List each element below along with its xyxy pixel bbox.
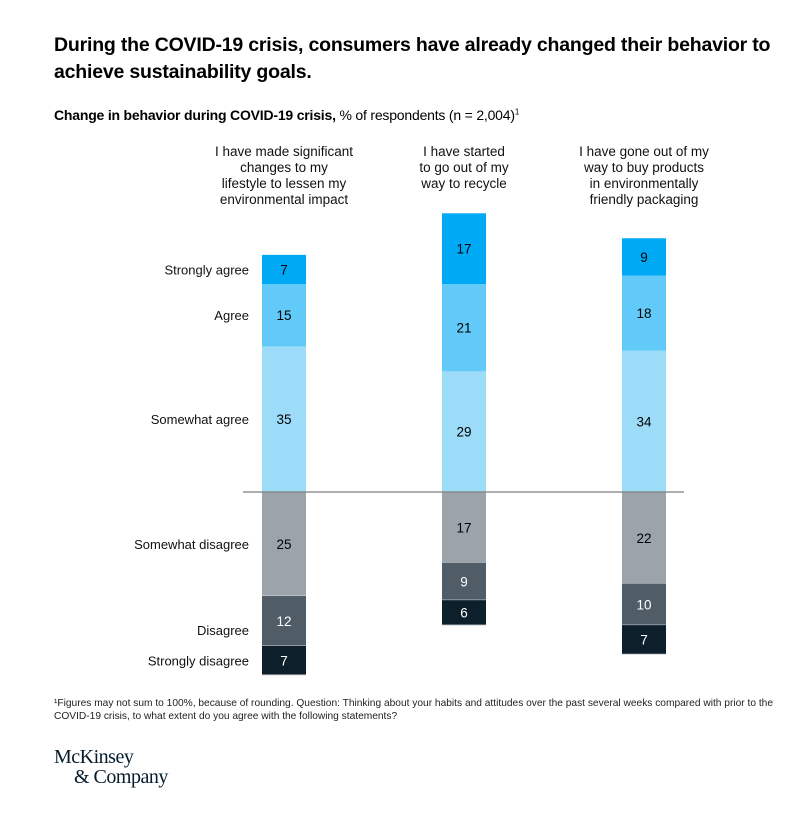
logo-line-1: McKinsey	[54, 746, 134, 768]
column-label-line: changes to my	[240, 160, 328, 175]
chart-title: During the COVID-19 crisis, consumers ha…	[54, 34, 771, 83]
bar-segment-somewhat-agree	[442, 371, 486, 492]
data-label: 18	[636, 306, 651, 321]
bar-segment-disagree	[442, 562, 486, 601]
data-label: 29	[456, 425, 471, 440]
column-label-line: I have made significant	[214, 144, 354, 159]
column-label-line: way to buy products	[583, 160, 705, 175]
bar-segment-strongly-disagree	[622, 625, 666, 655]
data-label: 34	[636, 414, 652, 429]
column-label-line: in environmentally	[589, 176, 699, 191]
bar-segment-strongly-disagree	[262, 645, 306, 676]
column-label-3: I have gone out of my way to buy products…	[554, 144, 734, 208]
data-label: 15	[276, 308, 291, 323]
bar-segment-strongly-agree	[442, 213, 486, 284]
data-label: 10	[636, 597, 651, 612]
legend-label-somewhat-agree: Somewhat agree	[151, 412, 249, 427]
bar-column-1: 35 15 7 25 12 7	[262, 254, 306, 676]
bar-segment-somewhat-agree	[262, 346, 306, 492]
column-label-line: friendly packaging	[589, 192, 699, 207]
bar-segment-somewhat-disagree	[262, 492, 306, 596]
data-label: 7	[280, 262, 288, 277]
column-label-line: to go out of my	[419, 160, 509, 175]
bar-segment-agree	[262, 284, 306, 347]
bar-segment-agree	[622, 275, 666, 351]
data-label: 35	[276, 412, 291, 427]
data-label: 17	[456, 242, 471, 257]
bar-segment-agree	[442, 284, 486, 372]
bar-column-2: 29 21 17 17 9 6	[442, 213, 486, 626]
data-label: 7	[640, 633, 648, 648]
legend-label-agree: Agree	[214, 308, 249, 323]
column-label-line: way to recycle	[421, 176, 507, 191]
data-label: 7	[280, 653, 288, 668]
bar-segment-disagree	[262, 596, 306, 646]
bar-segment-somewhat-agree	[622, 350, 666, 492]
column-label-line: I have started	[423, 144, 505, 159]
column-label-2: I have started to go out of my way to recy…	[374, 144, 554, 192]
data-label: 22	[636, 531, 651, 546]
data-label: 25	[276, 537, 291, 552]
legend-label-strongly-agree: Strongly agree	[164, 262, 249, 277]
data-label: 6	[460, 606, 468, 621]
subtitle-bold: Change in behavior during COVID-19 crisi…	[54, 107, 336, 123]
footnote: ¹Figures may not sum to 100%, because of…	[54, 698, 773, 722]
footnote-mark: 1	[514, 107, 520, 117]
legend-label-disagree: Disagree	[197, 623, 249, 638]
mckinsey-logo: McKinsey & Company	[54, 747, 168, 787]
bar-segment-somewhat-disagree	[442, 492, 486, 563]
column-label-1: I have made significant changes to my life…	[194, 144, 374, 208]
bar-segment-somewhat-disagree	[622, 492, 666, 584]
bar-segment-strongly-agree	[622, 238, 666, 276]
data-label: 9	[460, 574, 468, 589]
bar-segment-strongly-disagree	[442, 600, 486, 626]
column-label-line: environmental impact	[219, 192, 349, 207]
subtitle-rest: % of respondents (n = 2,004)	[335, 107, 515, 123]
column-label-line: lifestyle to lessen my	[221, 176, 347, 191]
bar-column-3: 34 18 9 22 10 7	[622, 238, 666, 655]
legend-label-strongly-disagree: Strongly disagree	[148, 653, 249, 668]
legend-label-somewhat-disagree: Somewhat disagree	[134, 537, 249, 552]
column-label-line: I have gone out of my	[579, 144, 709, 159]
data-label: 12	[276, 614, 291, 629]
data-label: 21	[456, 321, 471, 336]
chart-subtitle: Change in behavior during COVID-19 crisi…	[54, 107, 519, 123]
bar-segment-disagree	[622, 583, 666, 626]
logo-line-2: & Company	[74, 766, 168, 788]
data-label: 17	[456, 520, 471, 535]
bar-segment-strongly-agree	[262, 254, 306, 284]
data-label: 9	[640, 250, 648, 265]
